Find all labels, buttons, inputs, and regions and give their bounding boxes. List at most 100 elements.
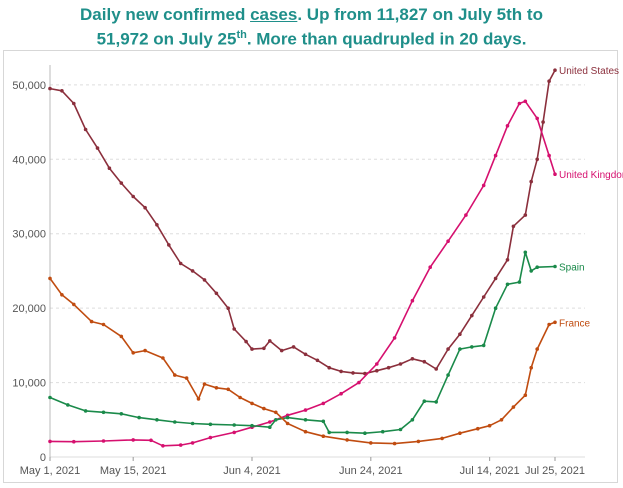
data-point[interactable]: [458, 431, 462, 436]
data-point[interactable]: [303, 429, 308, 434]
data-point[interactable]: [232, 327, 236, 331]
data-point[interactable]: [101, 322, 106, 327]
data-point[interactable]: [553, 320, 557, 325]
data-point[interactable]: [481, 295, 486, 299]
data-point[interactable]: [398, 362, 403, 366]
data-point[interactable]: [137, 415, 141, 420]
data-point[interactable]: [547, 79, 551, 83]
data-point[interactable]: [268, 425, 272, 430]
data-point[interactable]: [422, 359, 427, 364]
data-point[interactable]: [72, 101, 76, 106]
data-point[interactable]: [464, 213, 468, 217]
data-point[interactable]: [410, 357, 415, 361]
data-point[interactable]: [83, 127, 88, 132]
data-point[interactable]: [375, 362, 379, 366]
data-point[interactable]: [226, 306, 230, 311]
data-point[interactable]: [505, 124, 510, 128]
data-point[interactable]: [178, 261, 183, 266]
data-point[interactable]: [149, 438, 153, 443]
data-point[interactable]: [268, 339, 272, 343]
data-point[interactable]: [535, 265, 539, 270]
data-point[interactable]: [66, 403, 70, 407]
data-point[interactable]: [410, 418, 415, 422]
data-point[interactable]: [48, 276, 52, 281]
data-point[interactable]: [547, 322, 551, 327]
data-point[interactable]: [446, 239, 450, 243]
data-point[interactable]: [363, 431, 367, 436]
data-point[interactable]: [155, 418, 159, 422]
data-point[interactable]: [48, 439, 52, 444]
data-point[interactable]: [291, 345, 296, 349]
data-point[interactable]: [155, 223, 159, 227]
data-point[interactable]: [285, 421, 290, 426]
data-point[interactable]: [351, 371, 355, 375]
data-point[interactable]: [458, 347, 462, 351]
data-point[interactable]: [422, 399, 427, 404]
data-point[interactable]: [250, 423, 254, 428]
data-point[interactable]: [535, 347, 539, 351]
data-point[interactable]: [339, 369, 343, 374]
data-point[interactable]: [487, 423, 492, 428]
data-point[interactable]: [250, 401, 254, 406]
series-line-spain[interactable]: [49, 251, 556, 434]
data-point[interactable]: [274, 418, 278, 422]
data-point[interactable]: [48, 86, 52, 91]
data-point[interactable]: [380, 429, 385, 434]
data-point[interactable]: [238, 395, 242, 400]
data-point[interactable]: [511, 405, 516, 409]
data-point[interactable]: [321, 401, 326, 406]
data-point[interactable]: [476, 426, 480, 431]
data-point[interactable]: [553, 68, 557, 72]
data-point[interactable]: [493, 276, 498, 281]
data-point[interactable]: [60, 89, 64, 93]
data-point[interactable]: [392, 441, 397, 446]
data-point[interactable]: [131, 194, 135, 199]
data-point[interactable]: [250, 347, 254, 351]
data-point[interactable]: [89, 319, 94, 324]
data-point[interactable]: [190, 441, 195, 445]
data-point[interactable]: [499, 418, 504, 422]
data-point[interactable]: [339, 391, 343, 396]
data-point[interactable]: [95, 146, 100, 150]
data-point[interactable]: [398, 427, 403, 432]
data-point[interactable]: [386, 365, 391, 370]
data-point[interactable]: [541, 120, 545, 124]
data-point[interactable]: [416, 439, 421, 444]
data-point[interactable]: [523, 213, 528, 217]
data-point[interactable]: [505, 282, 510, 287]
data-point[interactable]: [143, 205, 147, 210]
data-point[interactable]: [392, 336, 397, 340]
data-point[interactable]: [83, 409, 88, 413]
data-point[interactable]: [535, 116, 539, 121]
data-point[interactable]: [523, 393, 528, 398]
data-point[interactable]: [315, 358, 320, 363]
data-point[interactable]: [107, 166, 112, 170]
data-point[interactable]: [214, 291, 219, 296]
data-point[interactable]: [470, 345, 474, 349]
data-point[interactable]: [434, 400, 439, 404]
data-point[interactable]: [303, 418, 308, 422]
data-point[interactable]: [101, 439, 106, 443]
data-point[interactable]: [131, 351, 135, 355]
data-point[interactable]: [529, 365, 533, 370]
data-point[interactable]: [357, 380, 361, 385]
data-point[interactable]: [523, 250, 528, 255]
data-point[interactable]: [529, 269, 533, 273]
data-point[interactable]: [232, 430, 236, 435]
data-point[interactable]: [131, 438, 135, 442]
data-point[interactable]: [274, 410, 278, 415]
data-point[interactable]: [262, 346, 266, 351]
data-point[interactable]: [303, 352, 308, 357]
data-point[interactable]: [72, 439, 76, 444]
data-point[interactable]: [202, 278, 207, 282]
data-point[interactable]: [303, 408, 308, 412]
data-point[interactable]: [529, 179, 533, 184]
data-point[interactable]: [178, 443, 183, 447]
data-point[interactable]: [173, 373, 177, 377]
data-point[interactable]: [202, 382, 207, 386]
data-point[interactable]: [523, 99, 528, 104]
data-point[interactable]: [493, 153, 498, 158]
data-point[interactable]: [470, 313, 474, 318]
data-point[interactable]: [440, 436, 444, 441]
data-point[interactable]: [244, 339, 248, 344]
